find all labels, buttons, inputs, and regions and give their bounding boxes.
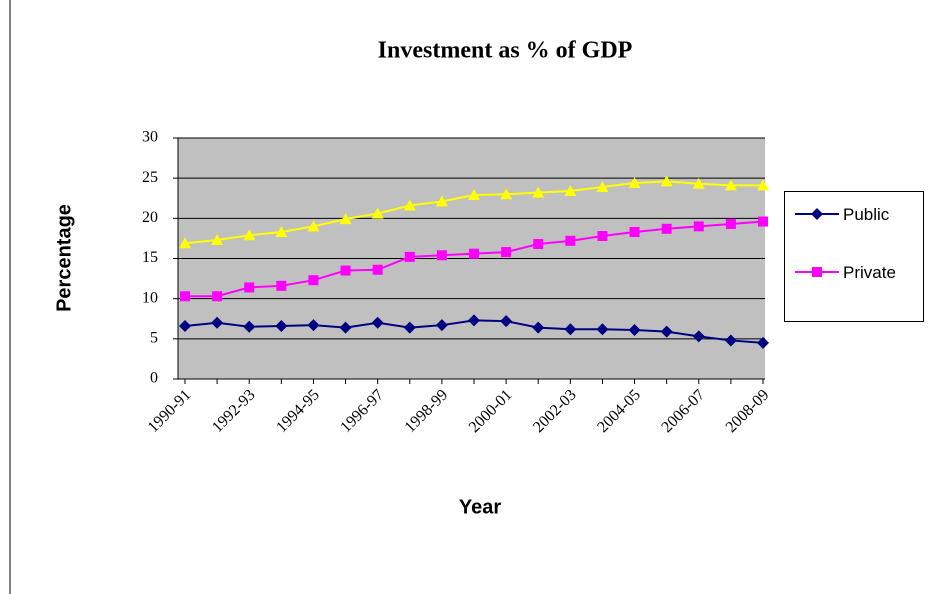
point xyxy=(371,316,384,329)
x-tick-label: 2004-05 xyxy=(594,386,644,436)
point xyxy=(628,176,641,188)
point xyxy=(435,319,448,332)
point xyxy=(596,323,609,336)
legend-item: Private xyxy=(793,262,903,284)
point xyxy=(660,175,673,187)
chart-title: Investment as % of GDP xyxy=(378,38,633,64)
legend-icon xyxy=(795,208,839,220)
x-axis-label: Year xyxy=(459,496,501,518)
point xyxy=(812,267,822,277)
y-axis-label: Percentage xyxy=(53,204,75,312)
y-tick-label: 25 xyxy=(142,169,158,186)
point xyxy=(597,231,608,242)
point xyxy=(307,220,320,232)
point xyxy=(660,325,673,338)
legend-item: Public xyxy=(793,204,903,226)
point xyxy=(435,195,448,207)
point xyxy=(725,218,736,229)
point xyxy=(436,250,447,261)
point xyxy=(211,234,224,246)
point xyxy=(275,225,288,237)
point xyxy=(629,226,640,237)
y-tick-label: 5 xyxy=(150,330,158,347)
y-tick-label: 0 xyxy=(150,370,158,387)
x-tick-label: 1994-95 xyxy=(273,386,323,436)
point xyxy=(339,321,352,334)
point xyxy=(811,208,823,220)
point xyxy=(372,264,383,275)
x-tick-label: 2006-07 xyxy=(658,386,708,436)
point xyxy=(661,223,672,234)
point xyxy=(339,213,352,225)
point xyxy=(596,181,609,193)
point xyxy=(340,265,351,276)
point xyxy=(501,247,512,258)
point xyxy=(308,275,319,286)
y-tick-label: 15 xyxy=(142,249,158,266)
point xyxy=(565,235,576,246)
point xyxy=(468,314,480,327)
point xyxy=(403,199,416,211)
x-tick-label: 1998-99 xyxy=(402,386,452,436)
point xyxy=(275,319,288,332)
x-tick-label: 1990-91 xyxy=(145,386,195,436)
point xyxy=(628,323,641,336)
x-tick-label: 2002-03 xyxy=(530,386,580,436)
point xyxy=(212,291,223,302)
point xyxy=(243,320,256,333)
point xyxy=(533,239,544,250)
point xyxy=(469,248,479,259)
x-tick-label: 2000-01 xyxy=(466,386,516,436)
point xyxy=(724,179,737,191)
legend: Public Private xyxy=(784,191,924,322)
point xyxy=(403,321,416,334)
point xyxy=(532,321,545,334)
point xyxy=(179,237,191,249)
point xyxy=(758,216,768,227)
point xyxy=(371,207,384,219)
point xyxy=(724,334,737,347)
point xyxy=(692,177,705,189)
point xyxy=(532,186,545,198)
point xyxy=(211,316,224,329)
point xyxy=(244,282,255,293)
y-tick-label: 30 xyxy=(142,129,158,146)
legend-icon xyxy=(795,267,839,277)
x-tick-label: 2008-09 xyxy=(723,386,773,436)
point xyxy=(404,251,415,262)
point xyxy=(468,189,480,201)
x-tick-label: 1992-93 xyxy=(209,386,259,436)
point xyxy=(757,336,769,349)
point xyxy=(564,185,577,197)
y-tick-label: 10 xyxy=(142,289,158,306)
point xyxy=(500,188,513,200)
point xyxy=(276,280,287,291)
point xyxy=(692,330,705,343)
y-tick-label: 20 xyxy=(142,209,158,226)
legend-label: Private xyxy=(843,263,896,282)
point xyxy=(180,291,190,302)
legend-label: Public xyxy=(843,205,890,224)
x-tick-label: 1996-97 xyxy=(337,386,387,436)
point xyxy=(693,221,704,232)
point xyxy=(500,315,513,328)
point xyxy=(757,179,769,191)
point xyxy=(307,319,320,332)
point xyxy=(564,323,577,336)
point xyxy=(243,229,256,241)
point xyxy=(179,319,191,332)
